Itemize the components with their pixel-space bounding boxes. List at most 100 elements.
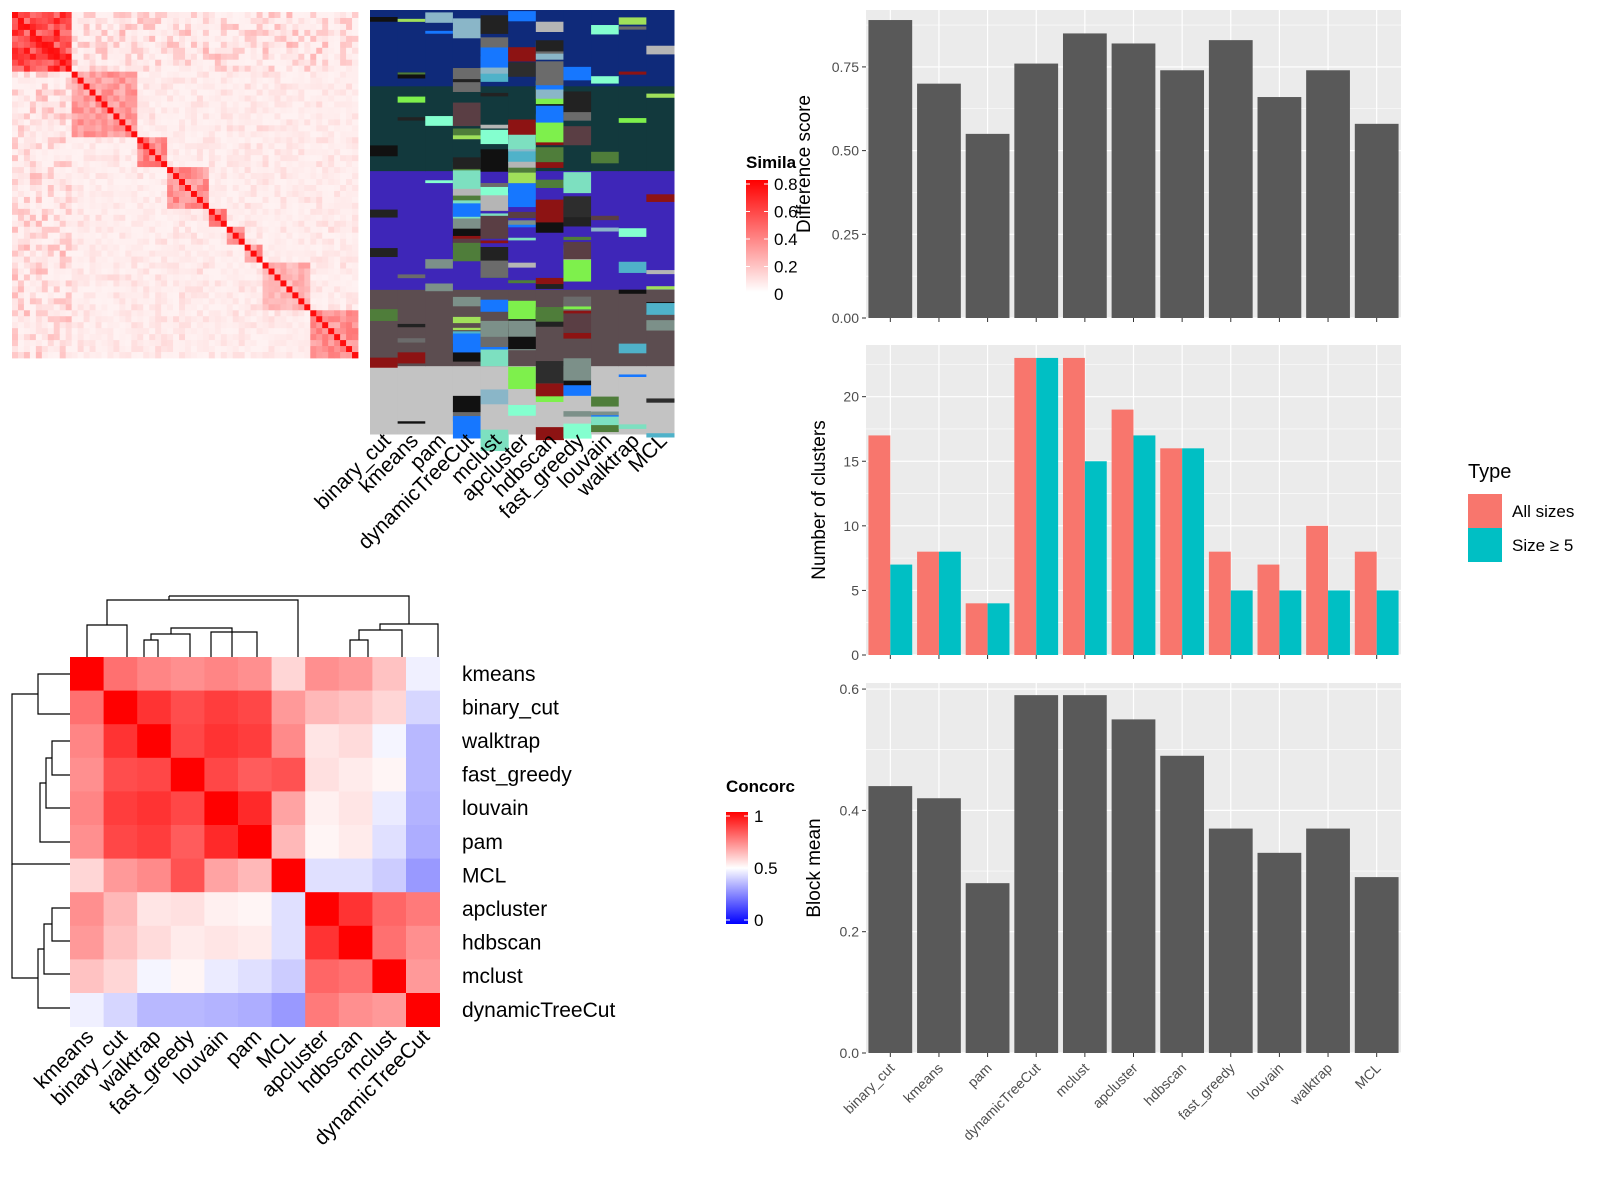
- similarity-cell: [250, 196, 257, 204]
- similarity-cell: [202, 23, 210, 31]
- similarity-cell: [119, 214, 126, 222]
- similarity-cell: [107, 53, 114, 61]
- similarity-cell: [41, 352, 49, 359]
- similarity-cell: [161, 47, 168, 55]
- similarity-cell: [17, 268, 25, 275]
- similarity-cell: [286, 322, 293, 329]
- similarity-cell: [113, 12, 120, 19]
- similarity-cell: [220, 214, 228, 222]
- similarity-cell: [125, 202, 132, 210]
- similarity-cell: [173, 35, 180, 43]
- similarity-cell: [268, 304, 275, 311]
- similarity-cell: [167, 89, 174, 96]
- similarity-cell: [59, 185, 67, 192]
- similarity-cell: [298, 340, 305, 347]
- similarity-cell: [298, 53, 305, 61]
- similarity-cell: [190, 280, 198, 287]
- similarity-cell: [310, 101, 317, 108]
- similarity-matrix-heatmap: [12, 12, 359, 359]
- similarity-cell: [119, 346, 126, 353]
- similarity-cell: [65, 190, 73, 198]
- similarity-cell: [340, 161, 347, 168]
- concordance-row-label: hdbscan: [462, 932, 541, 955]
- similarity-cell: [226, 65, 234, 73]
- similarity-cell: [47, 196, 55, 204]
- similarity-cell: [310, 185, 317, 192]
- similarity-cell: [220, 101, 228, 108]
- similarity-cell: [304, 250, 311, 257]
- similarity-cell: [340, 310, 347, 317]
- similarity-cell: [77, 41, 84, 49]
- similarity-cell: [65, 113, 73, 120]
- similarity-cell: [77, 202, 84, 210]
- similarity-cell: [83, 125, 90, 132]
- similarity-cell: [310, 238, 317, 246]
- similarity-cell: [346, 107, 353, 114]
- similarity-cell: [155, 250, 162, 257]
- similarity-cell: [41, 185, 49, 192]
- concordance-cell: [70, 657, 104, 691]
- similarity-cell: [59, 17, 67, 25]
- similarity-cell: [280, 334, 287, 341]
- similarity-cell: [202, 310, 210, 317]
- similarity-cell: [17, 17, 25, 25]
- similarity-cell: [238, 322, 246, 329]
- similarity-cell: [83, 214, 90, 222]
- similarity-cell: [244, 179, 252, 186]
- similarity-cell: [149, 47, 156, 55]
- similarity-cell: [328, 292, 335, 299]
- similarity-cell: [238, 71, 246, 79]
- similarity-cell: [310, 179, 317, 186]
- similarity-cell: [53, 316, 61, 323]
- similarity-cell: [179, 143, 186, 150]
- similarity-cell: [286, 143, 293, 150]
- similarity-cell: [167, 340, 174, 347]
- similarity-cell: [65, 310, 73, 317]
- similarity-cell: [346, 208, 353, 216]
- concordance-row-label: mclust: [462, 965, 523, 988]
- similarity-cell: [208, 286, 216, 293]
- similarity-cell: [143, 286, 150, 293]
- similarity-cell: [29, 41, 37, 49]
- concordance-cell: [103, 757, 138, 792]
- similarity-cell: [89, 107, 96, 114]
- similarity-cell: [95, 250, 102, 257]
- similarity-cell: [89, 95, 96, 102]
- similarity-cell: [137, 328, 144, 335]
- membership-stripe: [563, 196, 592, 218]
- similarity-cell: [202, 214, 210, 222]
- similarity-cell: [226, 167, 234, 174]
- similarity-cell: [196, 196, 204, 204]
- similarity-cell: [244, 220, 252, 228]
- similarity-cell: [71, 101, 79, 108]
- similarity-cell: [59, 173, 67, 180]
- similarity-cell: [23, 352, 31, 359]
- similarity-cell: [23, 107, 31, 114]
- similarity-cell: [328, 113, 335, 120]
- similarity-cell: [310, 250, 317, 257]
- concordance-cell: [271, 791, 306, 826]
- similarity-cell: [256, 202, 263, 210]
- similarity-cell: [35, 244, 43, 252]
- similarity-cell: [304, 310, 311, 317]
- concordance-cell: [204, 993, 239, 1027]
- similarity-cell: [101, 328, 108, 335]
- similarity-cell: [340, 155, 347, 162]
- similarity-cell: [256, 113, 263, 120]
- similarity-cell: [71, 185, 79, 192]
- similarity-cell: [268, 274, 275, 281]
- similarity-cell: [346, 65, 353, 73]
- membership-stripe: [591, 421, 620, 433]
- similarity-cell: [113, 238, 120, 246]
- similarity-cell: [316, 77, 323, 84]
- similarity-cell: [185, 185, 192, 192]
- similarity-cell: [322, 161, 329, 168]
- membership-stripe: [535, 361, 564, 384]
- similarity-cell: [202, 65, 210, 73]
- similarity-cell: [352, 220, 359, 228]
- similarity-cell: [196, 208, 204, 216]
- similarity-cell: [173, 119, 180, 126]
- similarity-cell: [71, 23, 79, 31]
- similarity-cell: [23, 83, 31, 90]
- similarity-cell: [298, 214, 305, 222]
